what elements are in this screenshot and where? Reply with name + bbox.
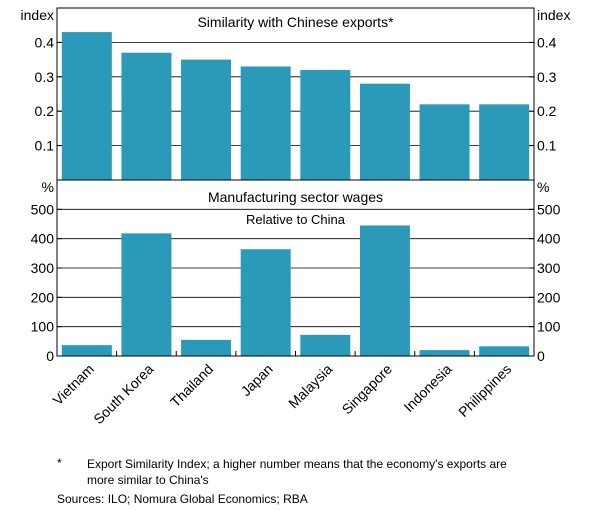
y-tick-label-left: 0: [46, 348, 54, 364]
y-tick-label-left: 0.1: [35, 138, 55, 154]
bar-0-4: [300, 69, 351, 180]
bar-0-3: [240, 66, 291, 180]
panel-title: Manufacturing sector wages: [208, 189, 383, 205]
y-tick-label-right: 0.1: [537, 138, 557, 154]
y-tick-label-right: 100: [537, 319, 561, 335]
y-tick-label-left: 500: [31, 201, 55, 217]
x-tick-label: Thailand: [167, 361, 216, 410]
x-tick-label: Vietnam: [49, 361, 96, 408]
y-tick-label-left: 0.2: [35, 103, 55, 119]
sources-line: Sources: ILO; Nomura Global Economics; R…: [57, 492, 308, 506]
y-tick-label-right: 0.4: [537, 34, 557, 50]
bar-0-2: [181, 59, 232, 180]
bar-0-5: [359, 83, 410, 180]
bar-1-2: [181, 339, 232, 356]
x-tick-label: South Korea: [90, 361, 157, 428]
x-tick-label: Japan: [238, 361, 276, 399]
panel-title: Similarity with Chinese exports*: [197, 14, 394, 30]
bar-0-1: [121, 52, 172, 180]
y-tick-label-right: 0.2: [537, 103, 557, 119]
x-tick-label: Philippines: [455, 361, 514, 420]
y-tick-label-left: 200: [31, 289, 55, 305]
bar-1-6: [419, 350, 470, 356]
y-tick-label-left: 400: [31, 231, 55, 247]
bar-1-5: [359, 225, 410, 356]
plot-frame: [56, 7, 535, 357]
panel-subtitle: Relative to China: [246, 212, 346, 227]
bar-0-7: [479, 104, 530, 180]
x-tick-label: Singapore: [339, 361, 396, 418]
unit-label-left: %: [42, 179, 54, 195]
y-tick-label-right: 300: [537, 260, 561, 276]
bar-1-4: [300, 334, 351, 356]
footnote-text: Export Similarity Index; a higher number…: [87, 457, 507, 487]
y-tick-label-right: 200: [537, 289, 561, 305]
bar-1-7: [479, 346, 530, 356]
y-tick-label-left: 0.3: [35, 69, 55, 85]
bar-0-0: [61, 32, 112, 180]
footnote-marker: *: [57, 456, 62, 470]
y-tick-label-right: 0.3: [537, 69, 557, 85]
y-tick-label-left: 0.4: [35, 34, 55, 50]
bar-1-1: [121, 233, 172, 356]
y-tick-label-left: 300: [31, 260, 55, 276]
y-tick-label-left: 100: [31, 319, 55, 335]
x-tick-label: Malaysia: [285, 361, 336, 412]
y-tick-label-right: 500: [537, 201, 561, 217]
y-tick-label-right: 400: [537, 231, 561, 247]
bar-1-0: [61, 345, 112, 356]
x-tick-label: Indonesia: [400, 361, 454, 415]
unit-label-right: %: [537, 179, 549, 195]
bar-1-3: [240, 249, 291, 356]
y-tick-label-right: 0: [537, 348, 545, 364]
bar-0-6: [419, 104, 470, 180]
unit-label-left: index: [21, 7, 54, 23]
chart-figure: 0.1 0.1 0.2 0.2 0.3 0.3 0.4 0.4 index index Simila…: [21, 7, 571, 428]
unit-label-right: index: [537, 7, 570, 23]
